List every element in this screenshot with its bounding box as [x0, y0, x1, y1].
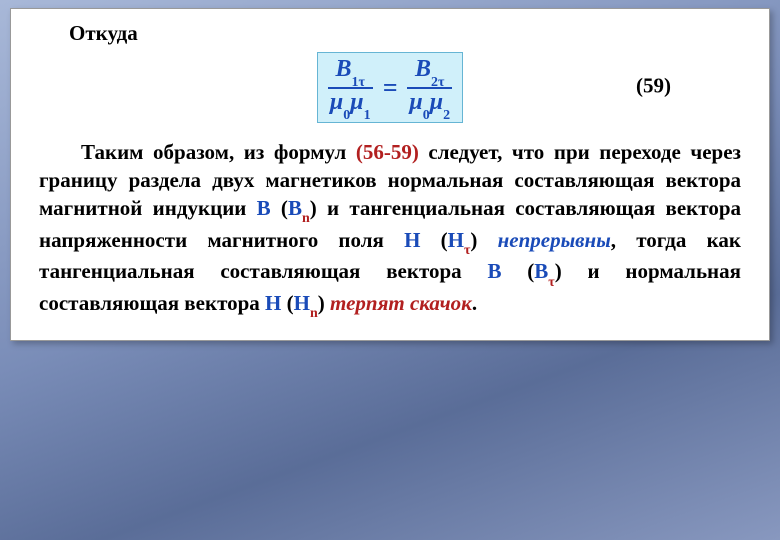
sub-hn: n: [310, 306, 318, 321]
jump-text: терпят скачок: [330, 291, 472, 315]
eq-mu1: μ: [350, 89, 363, 115]
eq-b2-sub: 2τ: [431, 75, 444, 90]
eq-b2: B: [415, 56, 431, 82]
content-panel: Откуда B1τ μ0μ1 = B2τ μ0μ2 (59) Таким об…: [10, 8, 770, 341]
eq-mu2-sub: 2: [443, 108, 450, 123]
vec-b2: B: [288, 196, 302, 220]
eq-b1-sub: 1τ: [352, 75, 365, 90]
vec-h3: H: [265, 291, 281, 315]
vec-b1: B: [257, 196, 271, 220]
equation-box: B1τ μ0μ1 = B2τ μ0μ2: [317, 52, 463, 123]
body-t6a: (: [281, 291, 293, 315]
eq-mu0l: μ: [330, 89, 343, 115]
continuous-text: непрерывны: [498, 228, 611, 252]
eq-mu0r-sub: 0: [423, 108, 430, 123]
eq-b1: B: [335, 56, 351, 82]
vec-b3: B: [487, 259, 501, 283]
equation-number: (59): [636, 74, 671, 99]
sub-ht: τ: [464, 243, 470, 258]
body-t1a: Таким образом, из формул: [81, 140, 356, 164]
body-t5a: (: [501, 259, 534, 283]
vec-b4: B: [534, 259, 548, 283]
formula-ref: (56-59): [356, 140, 419, 164]
vec-h2: H: [448, 228, 464, 252]
eq-mu2: μ: [430, 89, 443, 115]
vec-h1: H: [404, 228, 420, 252]
body-t3a: (: [420, 228, 447, 252]
eq-mu0l-sub: 0: [343, 108, 350, 123]
body-t3b: ): [470, 228, 497, 252]
body-t2a: (: [271, 196, 288, 220]
slide-background: Откуда B1τ μ0μ1 = B2τ μ0μ2 (59) Таким об…: [0, 0, 780, 540]
fraction-left: B1τ μ0μ1: [328, 57, 373, 120]
body-t7: .: [472, 291, 477, 315]
eq-mu1-sub: 1: [364, 108, 371, 123]
vec-h4: H: [294, 291, 310, 315]
equals-sign: =: [383, 75, 398, 101]
fraction-right: B2τ μ0μ2: [407, 57, 452, 120]
equation-row: B1τ μ0μ1 = B2τ μ0μ2 (59): [39, 52, 741, 123]
sub-bt: τ: [548, 275, 554, 290]
body-t6b: ): [318, 291, 330, 315]
body-paragraph: Таким образом, из формул (56-59) следует…: [39, 139, 741, 322]
whence-label: Откуда: [69, 21, 741, 46]
sub-bn: n: [302, 211, 310, 226]
eq-mu0r: μ: [409, 89, 422, 115]
